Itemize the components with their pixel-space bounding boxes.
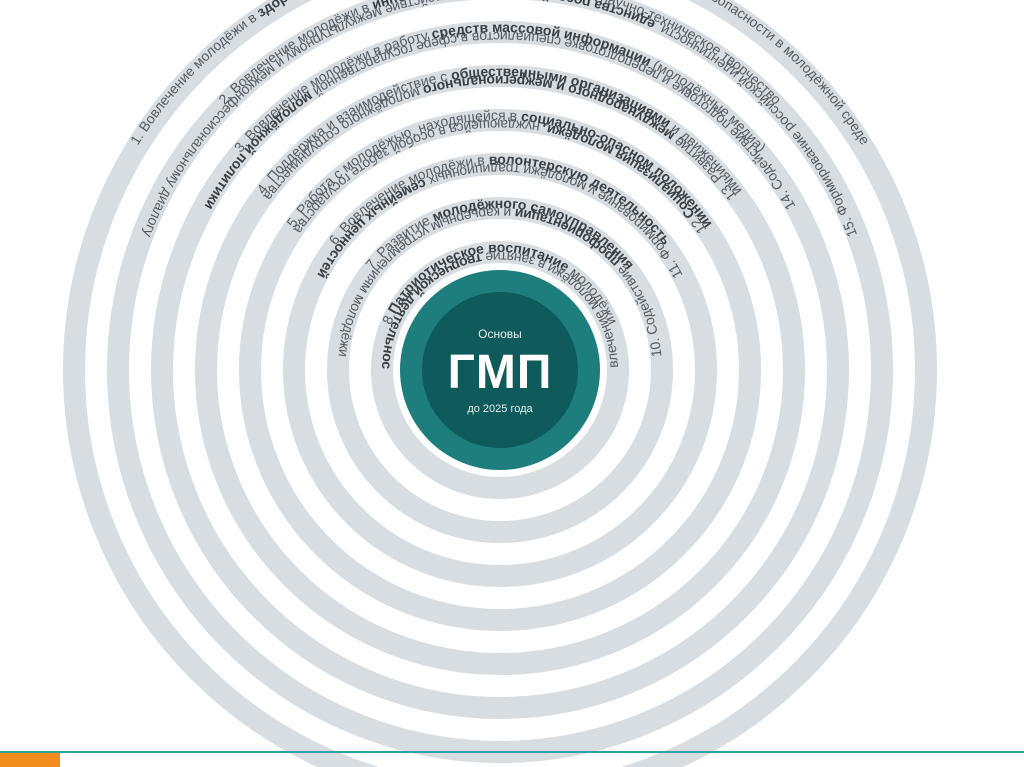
center-top-text: Основы — [478, 327, 522, 341]
center-bottom-text: до 2025 года — [467, 403, 533, 415]
center-main-text: ГМП — [448, 346, 553, 399]
footer-accent — [0, 753, 60, 767]
concentric-diagram: ОсновыГМПдо 2025 года8.Патриотическое во… — [0, 0, 1024, 767]
diagram-stage: ОсновыГМПдо 2025 года8.Патриотическое во… — [0, 0, 1024, 767]
footer-line — [0, 751, 1024, 753]
